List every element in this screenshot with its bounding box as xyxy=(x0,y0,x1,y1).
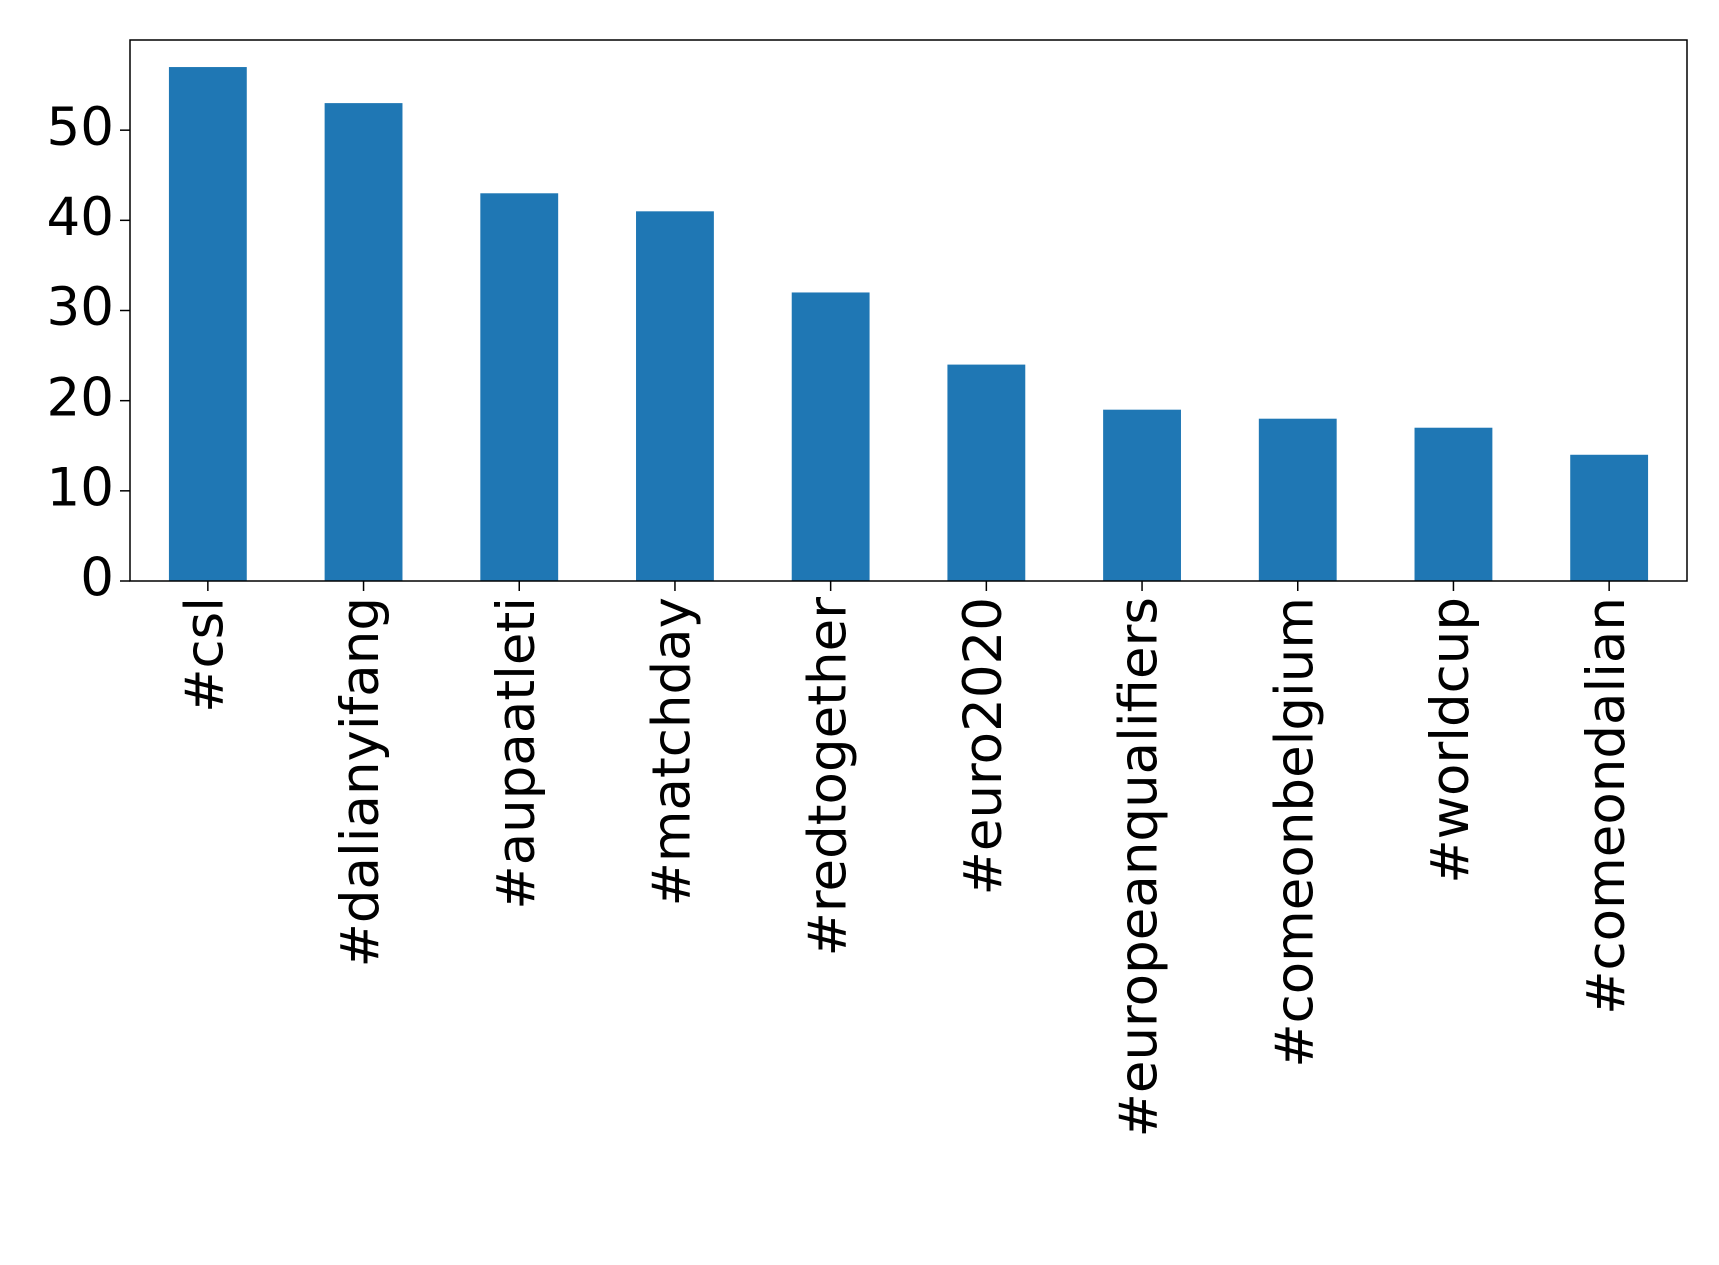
bar xyxy=(1570,454,1649,581)
bar xyxy=(947,364,1026,581)
plot-frame xyxy=(129,39,1688,582)
x-tick-label: #csl xyxy=(174,597,235,713)
bar xyxy=(324,103,403,581)
bar xyxy=(168,67,247,582)
x-tick-label: #aupaatleti xyxy=(486,597,547,910)
x-tick-label: #redtogether xyxy=(797,597,858,957)
bar xyxy=(480,193,559,582)
x-tick-label: #matchday xyxy=(642,597,703,907)
x-tick-label: #dalianyifang xyxy=(330,597,391,968)
y-tick-label: 40 xyxy=(47,187,114,248)
bar xyxy=(1414,427,1493,581)
y-tick-label: 50 xyxy=(47,97,114,158)
y-tick-label: 10 xyxy=(47,457,114,518)
x-tick-label: #worldcup xyxy=(1420,597,1481,884)
y-tick-label: 0 xyxy=(80,548,114,609)
y-tick-label: 20 xyxy=(47,367,114,428)
bar xyxy=(1258,418,1337,581)
x-tick-label: #euro2020 xyxy=(953,597,1014,896)
x-tick-label: #europeanqualifiers xyxy=(1109,597,1170,1138)
x-tick-label: #comeonbelgium xyxy=(1264,597,1325,1068)
bar xyxy=(636,211,714,582)
x-tick-label: #comeondalian xyxy=(1576,597,1637,1015)
bar xyxy=(1103,409,1181,581)
bar xyxy=(791,292,870,581)
y-tick-label: 30 xyxy=(47,277,114,338)
